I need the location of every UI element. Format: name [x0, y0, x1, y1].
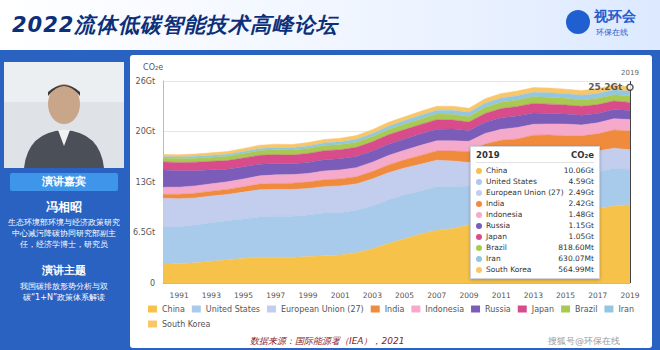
- html-text:Russia: Russia: [486, 221, 511, 230]
- html-text:数据来源：国际能源署（IEA），2021: 数据来源：国际能源署（IEA），2021: [250, 336, 405, 346]
- svg-text:Indonesia: Indonesia: [425, 305, 464, 314]
- svg-text:0: 0: [150, 279, 155, 288]
- svg-text:2009: 2009: [459, 291, 478, 300]
- svg-text:Brazil: Brazil: [575, 305, 597, 314]
- html-text:Iran: Iran: [486, 254, 501, 263]
- html-text:1.05Gt: 1.05Gt: [568, 232, 594, 241]
- svg-text:25.2Gt: 25.2Gt: [588, 82, 623, 92]
- html-text:2.42Gt: 2.42Gt: [568, 199, 594, 208]
- html-text:European Union (27): European Union (27): [486, 188, 564, 197]
- html-text:2019: 2019: [476, 150, 500, 160]
- svg-text:1995: 1995: [234, 291, 253, 300]
- html-text:我国碳排放形势分析与双碳“1+N”政策体系解读: 我国碳排放形势分析与双碳“1+N”政策体系解读: [20, 282, 108, 302]
- html-text:演讲嘉宾: 演讲嘉宾: [42, 175, 86, 188]
- svg-text:2005: 2005: [395, 291, 414, 300]
- svg-text:2011: 2011: [492, 291, 511, 300]
- svg-text:1997: 1997: [266, 291, 285, 300]
- svg-text:2003: 2003: [363, 291, 382, 300]
- svg-text:26Gt: 26Gt: [136, 77, 156, 86]
- html-text:China: China: [486, 166, 508, 175]
- svg-text:6.5Gt: 6.5Gt: [133, 228, 155, 237]
- html-text:818.60Mt: 818.60Mt: [558, 243, 594, 252]
- html-text:Japan: Japan: [486, 232, 507, 241]
- html-text:2.49Gt: 2.49Gt: [568, 188, 594, 197]
- svg-text:2019: 2019: [620, 291, 639, 300]
- html-text:4.59Gt: 4.59Gt: [568, 177, 594, 186]
- svg-text:Russia: Russia: [485, 305, 511, 314]
- svg-text:India: India: [385, 305, 405, 314]
- svg-text:2007: 2007: [427, 291, 446, 300]
- html-text:South Korea: South Korea: [486, 265, 532, 274]
- html-text:10.06Gt: 10.06Gt: [563, 166, 594, 175]
- svg-text:European Union (27): European Union (27): [281, 305, 364, 314]
- svg-text:United States: United States: [206, 305, 260, 314]
- svg-text:South Korea: South Korea: [162, 320, 211, 329]
- svg-text:2013: 2013: [524, 291, 543, 300]
- html-text:CO₂e: CO₂e: [571, 150, 594, 160]
- svg-text:1991: 1991: [170, 291, 189, 300]
- svg-text:13Gt: 13Gt: [136, 178, 156, 187]
- html-text:United States: United States: [486, 177, 537, 186]
- svg-text:Japan: Japan: [531, 305, 554, 314]
- html-text:环保在线: 环保在线: [596, 28, 628, 37]
- html-text:564.99Mt: 564.99Mt: [558, 265, 594, 274]
- svg-text:Iran: Iran: [618, 305, 634, 314]
- html-text:演讲主题: 演讲主题: [42, 264, 86, 277]
- svg-text:2017: 2017: [588, 291, 607, 300]
- html-text:搜狐号@环保在线: 搜狐号@环保在线: [548, 336, 620, 346]
- svg-text:1999: 1999: [298, 291, 317, 300]
- html-text:630.07Mt: 630.07Mt: [558, 254, 594, 263]
- svg-text:20Gt: 20Gt: [136, 127, 156, 136]
- html-text:Indonesia: Indonesia: [486, 210, 523, 219]
- svg-text:2001: 2001: [331, 291, 350, 300]
- svg-text:China: China: [162, 305, 185, 314]
- svg-text:2019: 2019: [621, 69, 639, 77]
- html-text:1.15Gt: 1.15Gt: [568, 221, 594, 230]
- html-text:视环会: 视环会: [594, 8, 636, 24]
- svg-text:1993: 1993: [202, 291, 221, 300]
- html-text:Brazil: Brazil: [486, 243, 507, 252]
- html-text:India: India: [486, 199, 505, 208]
- svg-text:2015: 2015: [556, 291, 575, 300]
- html-text:生态环境部环境与经济政策研究中心减污降碳协同研究部副主任，经: 生态环境部环境与经济政策研究中心减污降碳协同研究部副主任，经济学博士，研究员: [8, 218, 120, 249]
- html-text:2022流体低碳智能技术高峰论坛: 2022流体低碳智能技术高峰论坛: [12, 13, 339, 37]
- html-text:1.48Gt: 1.48Gt: [568, 210, 594, 219]
- svg-text:CO₂e: CO₂e: [143, 63, 163, 72]
- html-text:冯相昭: 冯相昭: [46, 200, 82, 214]
